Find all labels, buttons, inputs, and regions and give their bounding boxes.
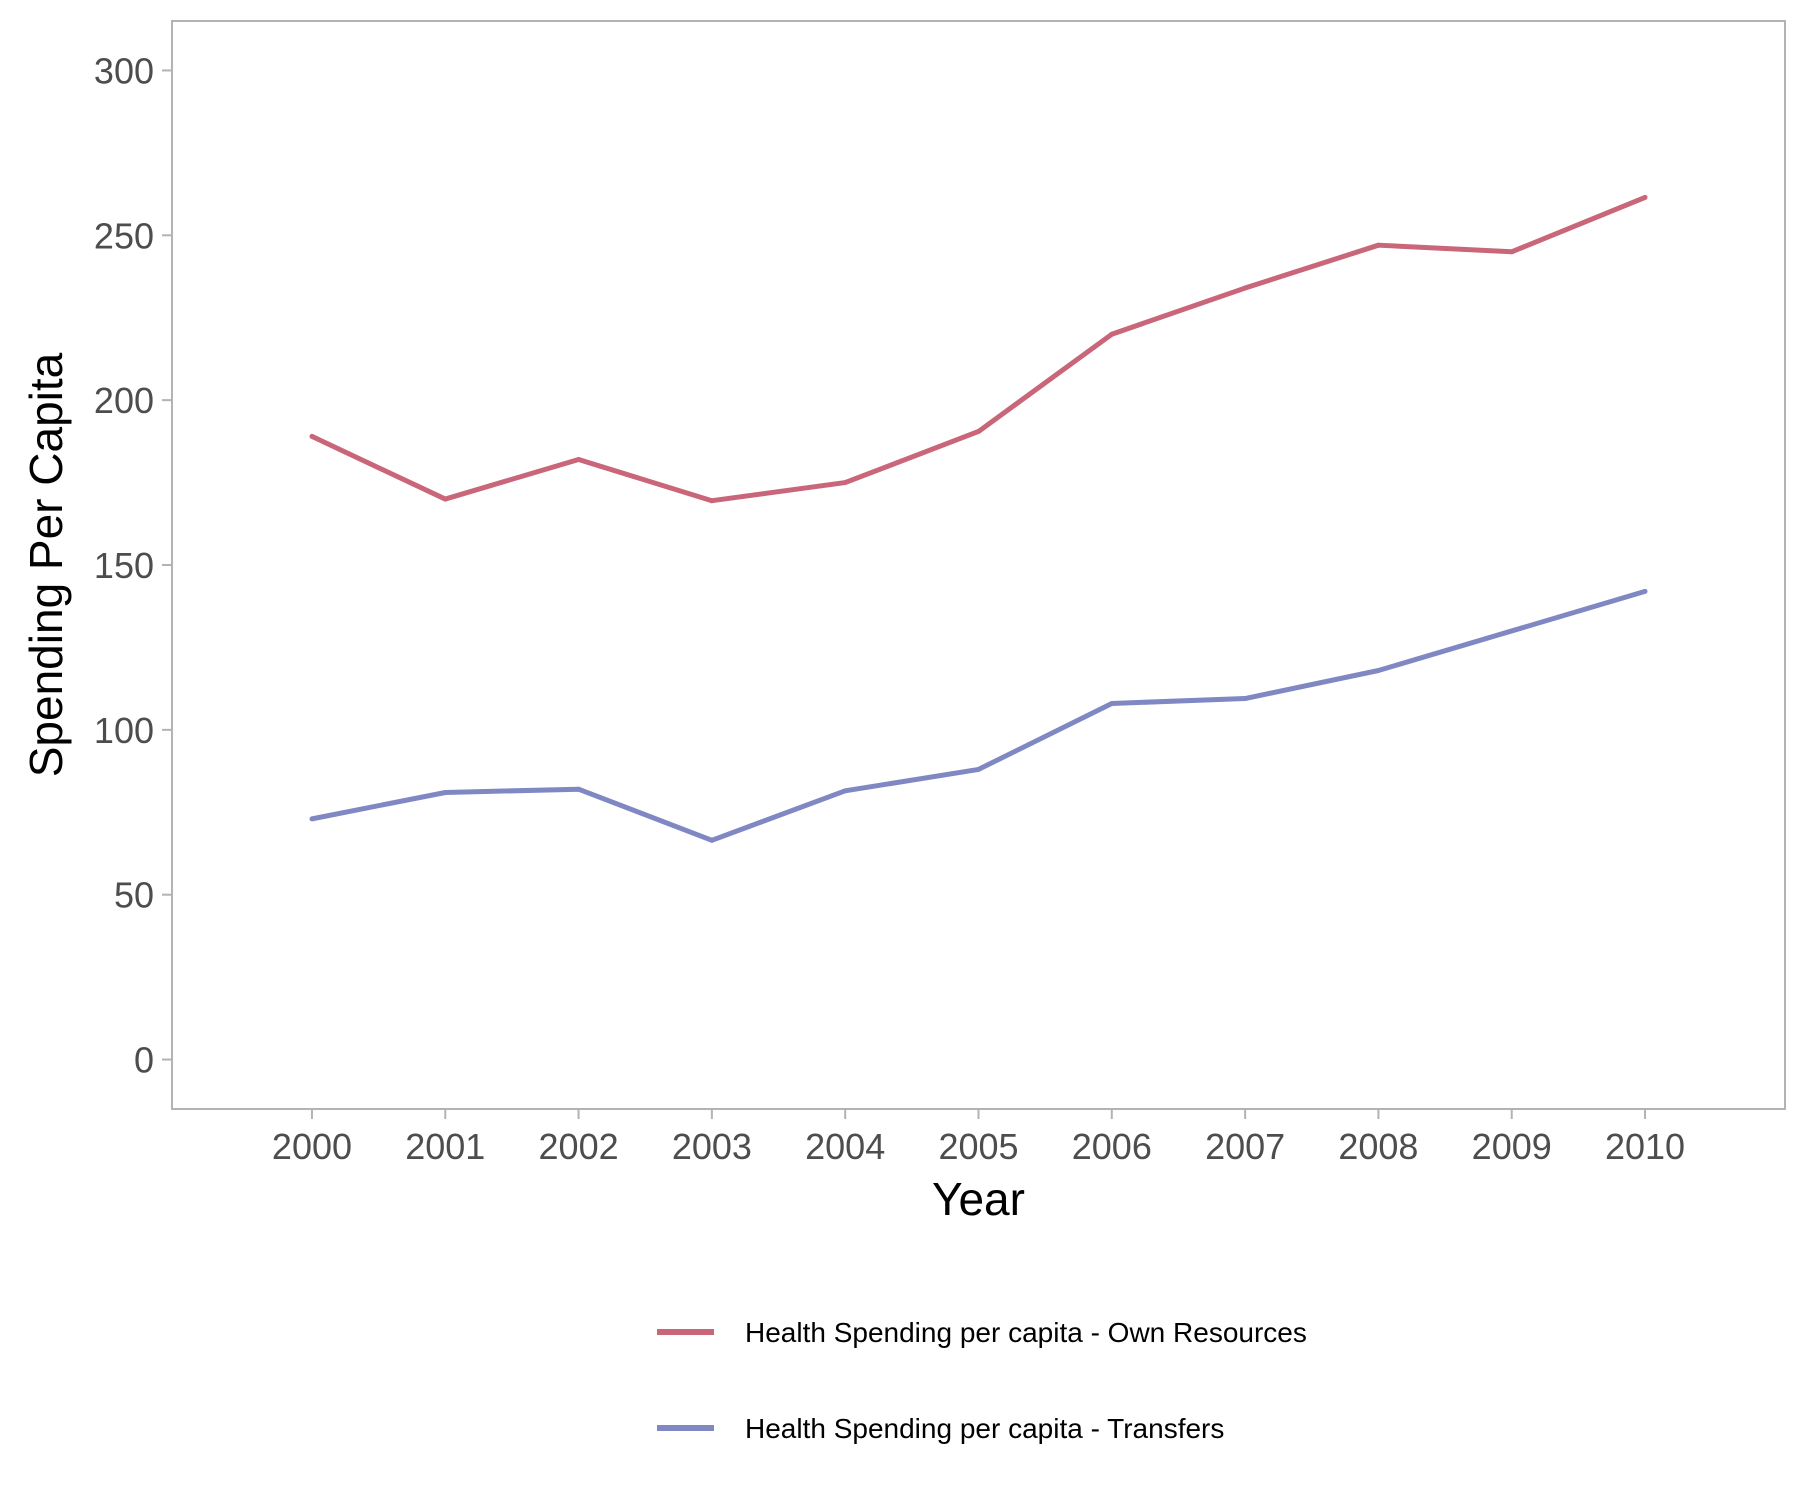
legend-label-1: Health Spending per capita - Own Resourc… bbox=[745, 1317, 1307, 1348]
legend-label-2: Health Spending per capita - Transfers bbox=[745, 1413, 1224, 1444]
series-1-point bbox=[442, 496, 448, 502]
x-tick-label: 2006 bbox=[1072, 1126, 1152, 1167]
series-1-point bbox=[1375, 242, 1381, 248]
series-1-point bbox=[576, 456, 582, 462]
series-1-point bbox=[1242, 285, 1248, 291]
series-2-point bbox=[309, 816, 315, 822]
y-tick-label: 0 bbox=[134, 1040, 154, 1081]
series-2-point bbox=[709, 837, 715, 843]
x-tick-label: 2009 bbox=[1472, 1126, 1552, 1167]
series-1-point bbox=[1509, 249, 1515, 255]
series-lines bbox=[309, 194, 1648, 843]
series-1-point bbox=[709, 498, 715, 504]
y-tick-label: 100 bbox=[94, 710, 154, 751]
y-axis-title: Spending Per Capita bbox=[20, 352, 72, 777]
x-axis: 2000 2001 2002 2003 2004 2005 2006 2007 2008 2009… bbox=[272, 1109, 1685, 1167]
y-tick-label: 250 bbox=[94, 215, 154, 256]
x-tick-label: 2001 bbox=[405, 1126, 485, 1167]
y-tick-label: 300 bbox=[94, 50, 154, 91]
x-tick-label: 2010 bbox=[1605, 1126, 1685, 1167]
series-1-point bbox=[309, 433, 315, 439]
series-line-2 bbox=[311, 588, 1646, 843]
series-2-point bbox=[842, 788, 848, 794]
series-2-point bbox=[976, 766, 981, 772]
series-2-point bbox=[442, 789, 448, 795]
series-2-point bbox=[1109, 700, 1115, 706]
series-1-point bbox=[1642, 194, 1648, 200]
x-tick-label: 2007 bbox=[1205, 1126, 1285, 1167]
x-tick-label: 2008 bbox=[1338, 1126, 1418, 1167]
x-tick-label: 2002 bbox=[539, 1126, 619, 1167]
x-tick-label: 2005 bbox=[938, 1126, 1018, 1167]
series-2-point bbox=[1375, 668, 1381, 674]
y-tick-label: 50 bbox=[114, 875, 154, 916]
x-tick-label: 2004 bbox=[805, 1126, 885, 1167]
y-tick-label: 200 bbox=[94, 380, 154, 421]
legend: Health Spending per capita - Own Resourc… bbox=[657, 1317, 1307, 1444]
x-tick-label: 2003 bbox=[672, 1126, 752, 1167]
series-2-point bbox=[1509, 628, 1515, 634]
series-2-point bbox=[576, 786, 582, 792]
y-axis: 0 50 100 150 200 250 300 bbox=[94, 50, 172, 1081]
series-2-point bbox=[1242, 696, 1248, 702]
series-1-point bbox=[1109, 331, 1115, 337]
x-axis-title: Year bbox=[932, 1173, 1025, 1225]
series-1-point bbox=[976, 428, 981, 434]
series-2-point bbox=[1642, 588, 1648, 594]
plot-panel-border bbox=[171, 20, 1786, 1110]
series-1-point bbox=[842, 480, 848, 486]
series-line-1 bbox=[310, 195, 1646, 504]
x-tick-label: 2000 bbox=[272, 1126, 352, 1167]
y-tick-label: 150 bbox=[94, 545, 154, 586]
